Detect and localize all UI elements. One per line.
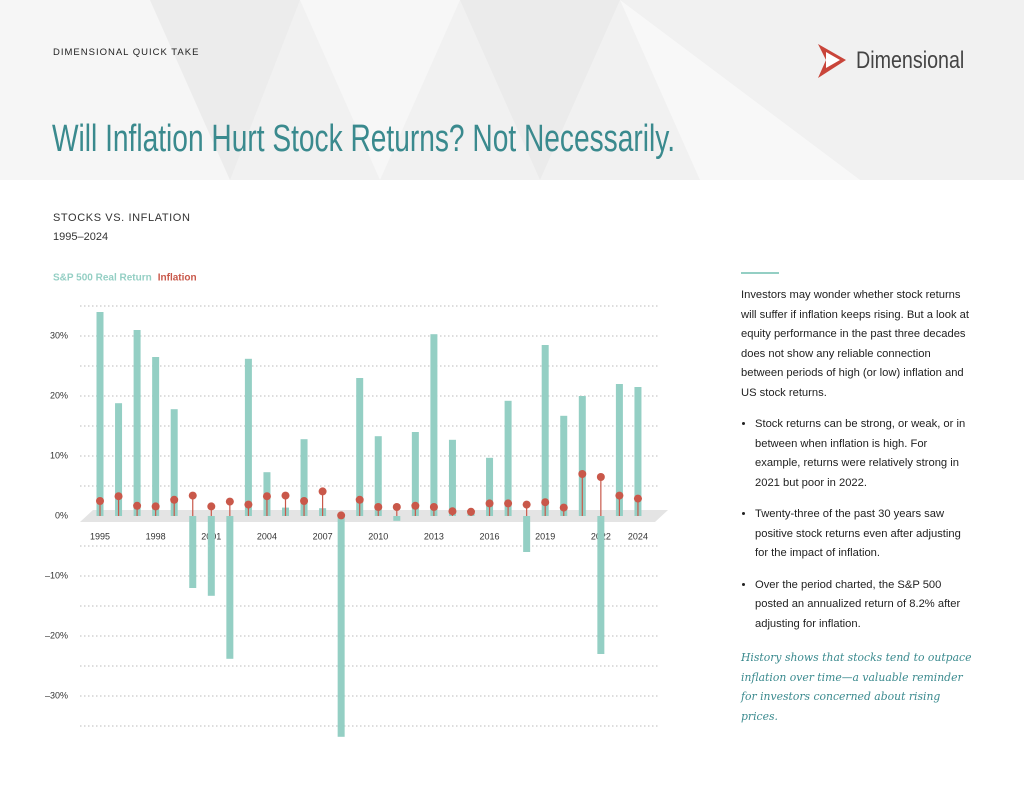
chart-title: STOCKS VS. INFLATION bbox=[53, 212, 191, 224]
y-tick-label: 30% bbox=[50, 330, 68, 340]
lollipop-dot bbox=[596, 473, 605, 481]
bullet-list: Stock returns can be strong, or weak, or… bbox=[741, 415, 973, 634]
intro: Investors may wonder whether stock retur… bbox=[741, 289, 970, 399]
y-tick-label: 0% bbox=[55, 510, 68, 520]
x-tick-label: 2016 bbox=[480, 531, 500, 541]
lollipop-dot bbox=[541, 498, 550, 507]
header-facet bbox=[620, 0, 860, 180]
lollipop-dot bbox=[559, 503, 568, 512]
lollipop-dot bbox=[318, 487, 327, 496]
lollipop-dot bbox=[281, 491, 290, 500]
bar bbox=[541, 345, 549, 516]
lollipop-dot bbox=[262, 492, 271, 501]
legend-entry: S&P 500 Real Return bbox=[53, 273, 152, 284]
bar bbox=[486, 457, 494, 516]
lollipop-dot bbox=[355, 495, 364, 504]
lollipop-dot bbox=[337, 511, 346, 520]
lollipop-dot bbox=[300, 497, 309, 505]
lollipop-dot bbox=[170, 495, 179, 504]
bar bbox=[411, 432, 419, 516]
x-tick-label: 1998 bbox=[146, 531, 166, 541]
bar bbox=[578, 396, 586, 516]
lollipop-dot bbox=[615, 491, 624, 500]
x-tick-label: 2019 bbox=[535, 531, 555, 541]
logo: Dimensional bbox=[856, 47, 965, 74]
lollipop-dot bbox=[244, 500, 253, 509]
bar bbox=[560, 415, 568, 516]
lollipop-dot bbox=[114, 492, 123, 501]
lollipop-dot bbox=[96, 497, 104, 505]
closing: History shows that stocks tend to outpac… bbox=[741, 651, 972, 723]
y-tick-label: –20% bbox=[45, 630, 68, 640]
legend-entry: Inflation bbox=[158, 273, 197, 284]
bar bbox=[189, 516, 197, 588]
lollipop-dot bbox=[448, 507, 457, 516]
x-tick-label: 1995 bbox=[90, 531, 110, 541]
lollipop-dot bbox=[188, 491, 197, 500]
x-tick-label: 2013 bbox=[424, 531, 444, 541]
header-facet bbox=[460, 0, 620, 180]
bar bbox=[115, 403, 123, 516]
logo-mark bbox=[826, 52, 840, 68]
bar bbox=[244, 358, 252, 516]
lollipop-dot bbox=[504, 499, 513, 508]
y-tick-label: 20% bbox=[50, 390, 68, 400]
bar bbox=[337, 516, 345, 737]
lollipop-dot bbox=[485, 499, 494, 508]
bar bbox=[226, 516, 234, 659]
lollipop-dot bbox=[522, 500, 531, 509]
bullet: Over the period charted, the S&P 500 pos… bbox=[755, 576, 973, 635]
bar bbox=[170, 409, 178, 516]
lollipop-dot bbox=[467, 507, 475, 516]
lollipop-dot bbox=[225, 497, 234, 506]
bullet: Stock returns can be strong, or weak, or… bbox=[755, 415, 973, 493]
rule bbox=[741, 272, 779, 274]
bar bbox=[393, 516, 401, 521]
bar bbox=[430, 334, 438, 516]
bar bbox=[207, 516, 215, 596]
bar bbox=[96, 312, 104, 516]
lollipop-dot bbox=[578, 470, 587, 478]
bar bbox=[504, 400, 512, 516]
header-band bbox=[0, 0, 1024, 180]
bar bbox=[356, 378, 364, 516]
bar bbox=[615, 384, 623, 516]
header-facet bbox=[300, 0, 460, 180]
bar bbox=[634, 387, 642, 516]
chart: STOCKS VS. INFLATION 1995–2024 –30% –20% –… bbox=[45, 212, 668, 737]
chart-subtitle: 1995–2024 bbox=[53, 231, 108, 243]
y-tick-label: –30% bbox=[45, 690, 68, 700]
bar bbox=[152, 357, 160, 516]
bar bbox=[133, 330, 141, 516]
x-tick-label: 2024 bbox=[628, 531, 648, 541]
lollipop-dot bbox=[392, 503, 401, 511]
kicker: DIMENSIONAL QUICK TAKE bbox=[53, 47, 200, 58]
bar bbox=[597, 516, 605, 654]
lollipop-dot bbox=[207, 502, 216, 511]
lollipop-dot bbox=[633, 494, 642, 503]
sidebar: Investors may wonder whether stock retur… bbox=[741, 272, 973, 738]
y-tick-label: 10% bbox=[50, 450, 68, 460]
lollipop-dot bbox=[411, 501, 420, 510]
x-tick-label: 2007 bbox=[313, 531, 333, 541]
y-tick-label: –10% bbox=[45, 570, 68, 580]
bullet: Twenty-three of the past 30 years saw po… bbox=[755, 505, 973, 564]
lollipop-dot bbox=[133, 501, 142, 510]
lollipop-dot bbox=[429, 503, 438, 511]
lollipop-dot bbox=[151, 502, 160, 511]
bar bbox=[374, 436, 382, 516]
bar bbox=[448, 439, 456, 516]
page-title: Will Inflation Hurt Stock Returns? Not N… bbox=[52, 118, 676, 160]
x-tick-label: 2010 bbox=[368, 531, 388, 541]
bar bbox=[523, 516, 531, 552]
x-tick-label: 2004 bbox=[257, 531, 277, 541]
lollipop-dot bbox=[374, 503, 383, 511]
bar bbox=[300, 439, 308, 516]
header-facet bbox=[150, 0, 300, 180]
header-facet bbox=[0, 0, 230, 180]
